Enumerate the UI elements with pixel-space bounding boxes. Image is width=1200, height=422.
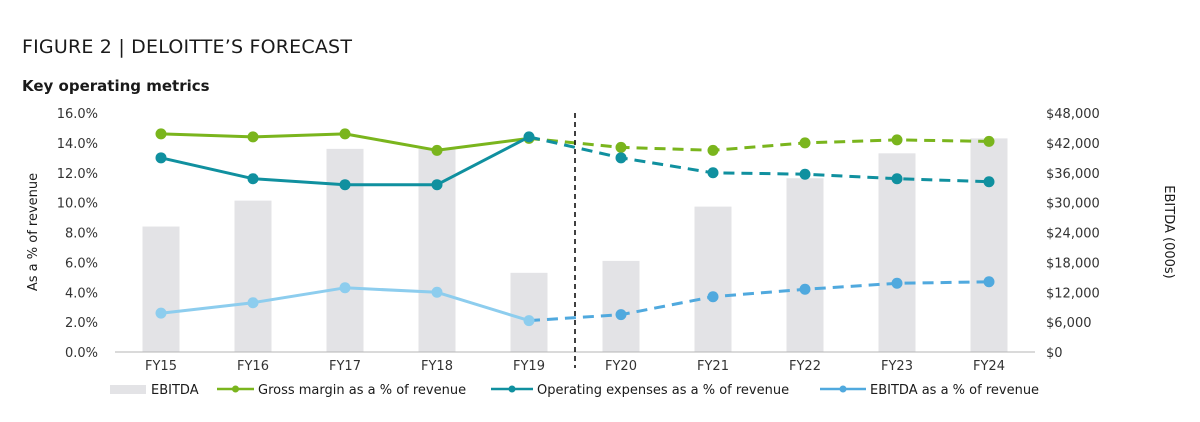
x-tick-label: FY20 [605,359,637,374]
ebitda-pct-point-fy17 [339,282,351,294]
ebitda-bar-fy23 [878,153,916,352]
y-tick-label: 0.0% [65,346,98,361]
y2-axis-title: EBITDA (000s) [1161,185,1176,278]
gross-margin-point-fy18 [431,144,443,156]
operating-expenses-point-fy21 [707,167,719,179]
ebitda-pct-point-fy21 [707,291,719,303]
x-tick-label: FY16 [237,359,269,374]
ebitda-pct-forecast-line [528,280,990,323]
gross-margin-point-fy17 [339,128,351,140]
ebitda-bar-fy21 [694,206,732,352]
gross-margin-point-fy23 [891,134,903,146]
operating-expenses-point-fy18 [431,179,443,191]
y-tick-label: 16.0% [57,107,98,122]
y-tick-label: 10.0% [57,197,98,212]
ebitda-pct-point-fy23 [891,277,903,289]
operating-expenses-forecast-line [528,135,990,184]
y-tick-label: 14.0% [57,137,98,152]
operating-expenses-point-fy17 [339,179,351,191]
y-tick-label: 2.0% [65,316,98,331]
ebitda-pct-point-fy22 [799,283,811,295]
legend-gross-margin-marker [232,385,239,393]
ebitda-pct-point-fy16 [247,297,259,309]
operating-expenses-point-fy22 [799,168,811,180]
operating-expenses-point-fy24 [983,176,995,188]
operating-expenses-point-fy23 [891,173,903,185]
gross-margin-point-fy21 [707,144,719,156]
x-tick-label: FY19 [513,359,545,374]
y-tick-label: 4.0% [65,286,98,301]
y2-tick-label: $42,000 [1046,137,1100,152]
gross-margin-forecast-line [528,136,990,152]
legend-operating-expenses-marker [508,385,516,393]
ebitda-bar-fy15 [142,226,180,352]
y2-tick-label: $36,000 [1046,167,1100,182]
operating-expenses-point-fy19 [523,131,535,143]
y-tick-label: 6.0% [65,256,98,271]
operating-expenses-point-fy20 [615,152,627,164]
legend-ebitda-label: EBITDA [151,383,199,398]
operating-expenses-point-fy16 [247,173,259,185]
x-tick-label: FY22 [789,359,821,374]
legend-ebitda-pct-marker [839,385,847,393]
y2-tick-label: $6,000 [1046,316,1092,331]
y-tick-label: 8.0% [65,227,98,242]
x-tick-label: FY24 [973,359,1005,374]
y2-tick-label: $0 [1046,346,1063,361]
ebitda-pct-point-fy20 [615,309,627,321]
operating-expenses-point-fy15 [155,152,167,164]
legend-operating-expenses-label: Operating expenses as a % of revenue [537,383,789,398]
gross-margin-point-fy24 [983,135,995,147]
gross-margin-point-fy22 [799,137,811,149]
x-tick-label: FY23 [881,359,913,374]
chart-title: Key operating metrics [22,77,210,95]
x-tick-label: FY18 [421,359,453,374]
y2-tick-label: $30,000 [1046,197,1100,212]
ebitda-bar-fy16 [234,200,272,352]
gross-margin-point-fy20 [615,141,627,153]
legend-ebitda-swatch [110,385,146,394]
y2-tick-label: $24,000 [1046,227,1100,242]
x-tick-label: FY17 [329,359,361,374]
legend-gross-margin-label: Gross margin as a % of revenue [258,383,466,398]
y-tick-label: 12.0% [57,167,98,182]
x-tick-label: FY21 [697,359,729,374]
ebitda-pct-point-fy19 [523,315,535,327]
ebitda-bar-fy22 [786,178,824,352]
ebitda-bar-fy20 [602,260,640,352]
y2-tick-label: $48,000 [1046,107,1100,122]
ebitda-pct-point-fy15 [155,307,167,319]
y-axis-title: As a % of revenue [26,173,41,291]
gross-margin-point-fy15 [155,128,167,140]
x-tick-label: FY15 [145,359,177,374]
ebitda-pct-point-fy18 [431,286,443,298]
gross-margin-point-fy16 [247,131,259,143]
ebitda-bar-fy19 [510,272,548,352]
y2-tick-label: $18,000 [1046,256,1100,271]
legend-ebitda-pct-label: EBITDA as a % of revenue [870,383,1039,398]
figure-title: FIGURE 2 | DELOITTE’S FORECAST [22,36,353,58]
ebitda-pct-point-fy24 [983,276,995,288]
y2-tick-label: $12,000 [1046,286,1100,301]
ebitda-bar-fy24 [970,138,1008,352]
